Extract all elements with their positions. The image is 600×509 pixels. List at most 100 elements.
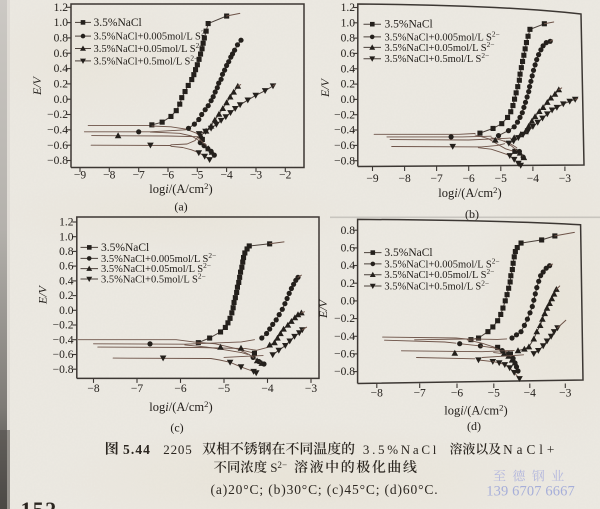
svg-text:0.2: 0.2: [341, 278, 356, 290]
svg-text:3.5%NaCl+0.005mol/L S2−: 3.5%NaCl+0.005mol/L S2−: [94, 29, 209, 43]
svg-text:0.0: 0.0: [341, 296, 356, 308]
svg-text:0.0: 0.0: [341, 94, 356, 106]
svg-text:−9: −9: [366, 173, 378, 185]
svg-text:−0.4: −0.4: [334, 331, 355, 343]
svg-text:−0.8: −0.8: [53, 364, 74, 376]
svg-text:logi/(A/cm2): logi/(A/cm2): [444, 403, 507, 418]
svg-text:−0.8: −0.8: [334, 155, 355, 167]
svg-text:0.6: 0.6: [54, 48, 69, 60]
svg-text:−4: −4: [261, 383, 273, 395]
svg-text:0.4: 0.4: [59, 276, 74, 288]
svg-text:−8: −8: [87, 383, 99, 395]
svg-text:3.5%NaCl: 3.5%NaCl: [363, 442, 439, 457]
svg-text:139 6707 6667: 139 6707 6667: [486, 484, 575, 500]
svg-text:−2: −2: [279, 170, 291, 182]
svg-text:3.5%NaCl+0.05mol/L S2−: 3.5%NaCl+0.05mol/L S2−: [384, 267, 494, 281]
svg-text:3.5%NaCl+0.005mol/L S2−: 3.5%NaCl+0.005mol/L S2−: [385, 29, 500, 43]
svg-text:3.5%NaCl+0.005mol/L S2−: 3.5%NaCl+0.005mol/L S2−: [101, 251, 216, 265]
svg-text:0.2: 0.2: [54, 79, 69, 91]
svg-text:−0.2: −0.2: [47, 109, 68, 121]
svg-text:−7: −7: [430, 173, 442, 185]
svg-text:−5: −5: [218, 383, 230, 395]
svg-text:−0.2: −0.2: [53, 320, 74, 332]
svg-text:3.5%NaCl: 3.5%NaCl: [385, 19, 433, 31]
svg-text:−0.4: −0.4: [47, 124, 68, 136]
svg-text:3.5%NaCl+0.05mol/L S2−: 3.5%NaCl+0.05mol/L S2−: [94, 41, 204, 55]
svg-text:1.2: 1.2: [54, 2, 69, 14]
svg-text:0.8: 0.8: [341, 225, 356, 237]
svg-text:−0.6: −0.6: [334, 140, 355, 152]
svg-text:−7: −7: [133, 170, 145, 182]
svg-text:−5: −5: [495, 173, 507, 185]
svg-text:3.5%NaCl: 3.5%NaCl: [384, 247, 432, 259]
svg-text:(b): (b): [465, 207, 479, 221]
svg-text:−0.2: −0.2: [334, 313, 355, 325]
svg-text:E/V: E/V: [316, 298, 330, 319]
svg-text:−0.4: −0.4: [53, 334, 74, 346]
svg-text:−8: −8: [103, 170, 115, 182]
svg-text:E/V: E/V: [36, 284, 50, 305]
svg-text:−3: −3: [250, 170, 262, 182]
svg-text:−5: −5: [488, 388, 500, 400]
svg-text:1.0: 1.0: [59, 231, 74, 243]
svg-text:1.0: 1.0: [341, 17, 356, 29]
svg-text:E/V: E/V: [318, 77, 332, 98]
svg-text:0.2: 0.2: [59, 290, 74, 302]
svg-text:−7: −7: [131, 383, 143, 395]
svg-text:0.2: 0.2: [341, 79, 356, 91]
svg-text:0.4: 0.4: [54, 63, 69, 75]
svg-text:−6: −6: [162, 170, 174, 182]
svg-text:NaCl+: NaCl+: [503, 442, 558, 457]
svg-text:3.5%NaCl+0.05mol/L S2−: 3.5%NaCl+0.05mol/L S2−: [385, 40, 495, 54]
svg-text:−3: −3: [559, 388, 571, 400]
svg-text:0.4: 0.4: [341, 260, 356, 272]
svg-text:3.5%NaCl+0.05mol/L S2−: 3.5%NaCl+0.05mol/L S2−: [101, 261, 211, 275]
svg-text:0.6: 0.6: [341, 48, 356, 60]
svg-text:(a)20°C; (b)30°C; (c)45°C; (d): (a)20°C; (b)30°C; (c)45°C; (d)60°C.: [211, 482, 439, 497]
svg-text:−9: −9: [74, 170, 86, 182]
svg-text:−4: −4: [527, 173, 539, 185]
svg-text:−3: −3: [305, 383, 317, 395]
svg-text:1.0: 1.0: [54, 17, 69, 29]
svg-text:3.5%NaCl+0.5mol/L S2−: 3.5%NaCl+0.5mol/L S2−: [101, 272, 206, 286]
svg-text:0.6: 0.6: [59, 261, 74, 273]
svg-text:−0.8: −0.8: [47, 155, 68, 167]
svg-text:0.0: 0.0: [59, 305, 74, 317]
svg-text:−0.6: −0.6: [334, 349, 355, 361]
svg-text:−0.6: −0.6: [47, 140, 68, 152]
svg-text:0.4: 0.4: [341, 63, 356, 75]
svg-text:1.2: 1.2: [341, 2, 356, 14]
svg-text:−0.2: −0.2: [334, 109, 355, 121]
svg-text:−8: −8: [371, 388, 383, 400]
svg-text:0.8: 0.8: [54, 33, 69, 45]
svg-text:−8: −8: [398, 173, 410, 185]
svg-text:logi/(A/cm2): logi/(A/cm2): [149, 399, 212, 414]
svg-text:−5: −5: [191, 170, 203, 182]
svg-text:5.44: 5.44: [123, 442, 151, 457]
svg-text:3.5%NaCl+0.005mol/L S2−: 3.5%NaCl+0.005mol/L S2−: [384, 256, 499, 270]
svg-text:logi/(A/cm2): logi/(A/cm2): [149, 181, 212, 196]
svg-text:−6: −6: [463, 173, 475, 185]
svg-text:−6: −6: [174, 383, 186, 395]
svg-text:(a): (a): [174, 200, 187, 214]
svg-text:−4: −4: [524, 388, 536, 400]
svg-text:−0.8: −0.8: [334, 366, 355, 378]
svg-text:3.5%NaCl+0.5mol/L S2−: 3.5%NaCl+0.5mol/L S2−: [385, 51, 490, 65]
svg-text:−7: −7: [414, 388, 426, 400]
svg-text:−0.4: −0.4: [334, 125, 355, 137]
svg-text:3.5%NaCl+0.5mol/L S2−: 3.5%NaCl+0.5mol/L S2−: [384, 279, 489, 293]
svg-text:0.6: 0.6: [341, 243, 356, 255]
svg-text:0.8: 0.8: [341, 33, 356, 45]
svg-text:E/V: E/V: [30, 75, 44, 96]
svg-text:−6: −6: [451, 388, 463, 400]
svg-text:3.5%NaCl+0.5mol/L S2−: 3.5%NaCl+0.5mol/L S2−: [94, 53, 199, 67]
svg-text:2205: 2205: [163, 442, 192, 457]
svg-text:−4: −4: [220, 170, 232, 182]
svg-text:(d): (d): [467, 419, 481, 433]
svg-text:logi/(A/cm2): logi/(A/cm2): [438, 185, 501, 200]
svg-text:1.2: 1.2: [59, 217, 74, 229]
svg-text:3.5%NaCl: 3.5%NaCl: [101, 242, 149, 254]
svg-text:0.0: 0.0: [54, 94, 69, 106]
svg-text:152: 152: [21, 497, 58, 509]
svg-text:0.8: 0.8: [59, 246, 74, 258]
